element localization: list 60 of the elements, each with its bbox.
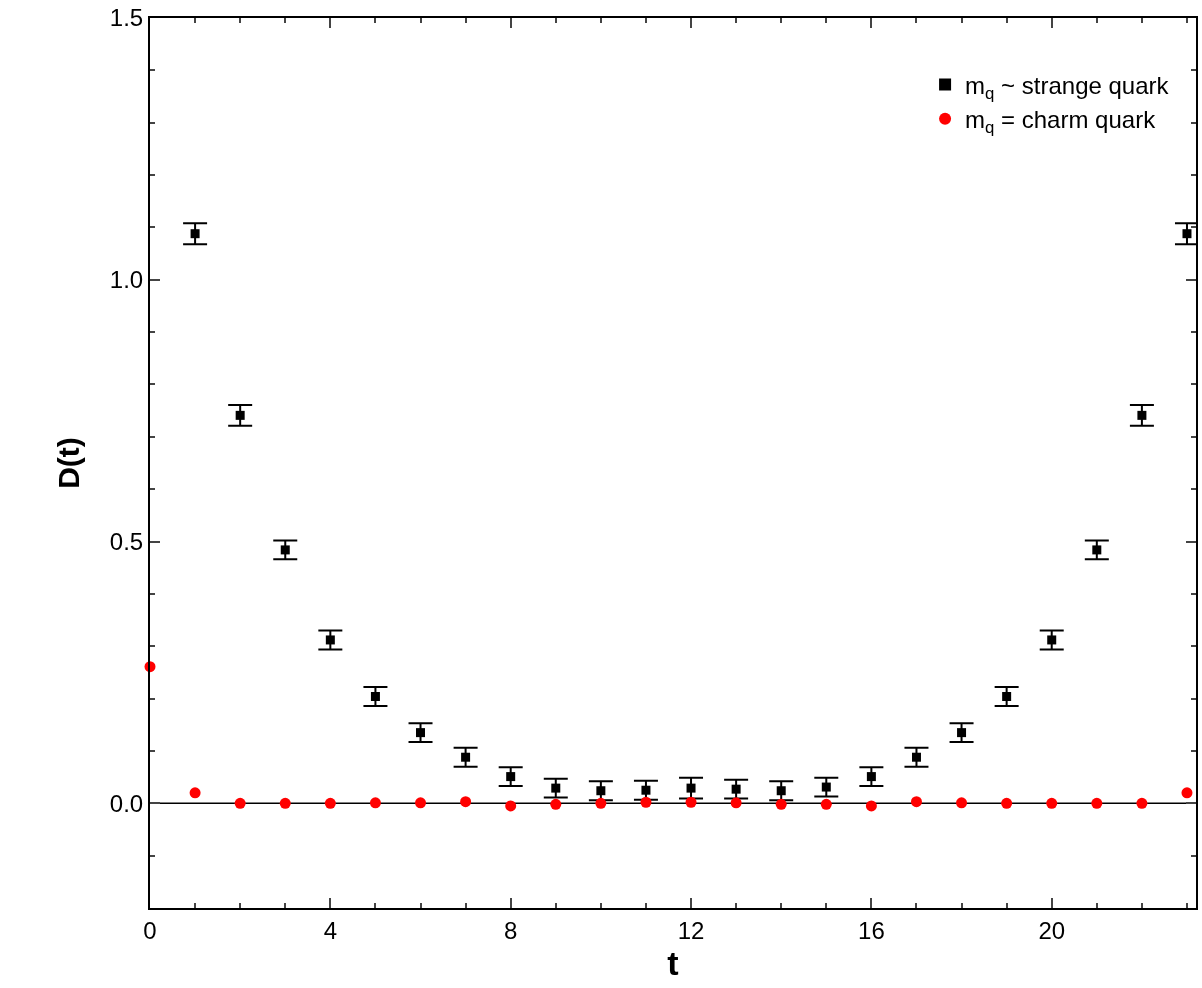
point bbox=[1047, 635, 1057, 645]
point bbox=[369, 797, 381, 809]
point bbox=[956, 797, 968, 809]
point bbox=[370, 691, 380, 701]
y-tick-label: 1.5 bbox=[109, 4, 144, 32]
point bbox=[821, 782, 831, 792]
point bbox=[731, 784, 741, 794]
point bbox=[551, 783, 561, 793]
y-axis-title: D(t) bbox=[52, 437, 85, 489]
point bbox=[280, 545, 290, 555]
point bbox=[640, 796, 652, 808]
y-tick-label: 0.5 bbox=[109, 527, 144, 555]
point bbox=[1137, 410, 1147, 420]
point bbox=[1001, 797, 1013, 809]
point bbox=[234, 797, 246, 809]
point bbox=[1182, 229, 1192, 239]
point bbox=[1002, 691, 1012, 701]
x-axis-title: t bbox=[667, 943, 679, 982]
point bbox=[957, 728, 967, 738]
point bbox=[1181, 787, 1193, 799]
legend-label: m$_{q}$ = charm quark bbox=[965, 106, 1157, 138]
point bbox=[776, 786, 786, 796]
point bbox=[1092, 545, 1102, 555]
point bbox=[641, 785, 651, 795]
point bbox=[1046, 797, 1058, 809]
y-tick-label: 0.0 bbox=[109, 789, 144, 817]
point bbox=[685, 796, 697, 808]
point bbox=[730, 797, 742, 809]
point bbox=[686, 783, 696, 793]
x-tick-label: 16 bbox=[858, 916, 885, 944]
x-tick-label: 12 bbox=[677, 916, 705, 944]
point bbox=[461, 752, 471, 762]
x-tick-label: 20 bbox=[1038, 916, 1066, 944]
point bbox=[1136, 797, 1148, 809]
legend-label: m$_{q}$ ~ strange quark bbox=[965, 71, 1170, 103]
x-tick-label: 8 bbox=[504, 916, 518, 944]
point bbox=[596, 786, 606, 796]
point bbox=[416, 728, 426, 738]
x-tick-label: 4 bbox=[323, 916, 338, 944]
point bbox=[1091, 797, 1103, 809]
point bbox=[506, 772, 516, 782]
point bbox=[235, 410, 245, 420]
point bbox=[595, 797, 607, 809]
point bbox=[460, 796, 472, 808]
point bbox=[820, 798, 832, 810]
x-tick-label: 0 bbox=[143, 916, 157, 944]
point bbox=[865, 800, 877, 812]
point bbox=[324, 797, 336, 809]
point bbox=[190, 229, 200, 239]
point bbox=[910, 796, 922, 808]
point bbox=[550, 798, 562, 810]
point bbox=[866, 772, 876, 782]
point bbox=[189, 787, 201, 799]
y-tick-label: 1.0 bbox=[109, 266, 144, 294]
point bbox=[279, 797, 291, 809]
point bbox=[775, 798, 787, 810]
point bbox=[911, 752, 921, 762]
point bbox=[415, 797, 427, 809]
point bbox=[505, 800, 517, 812]
point bbox=[325, 635, 335, 645]
